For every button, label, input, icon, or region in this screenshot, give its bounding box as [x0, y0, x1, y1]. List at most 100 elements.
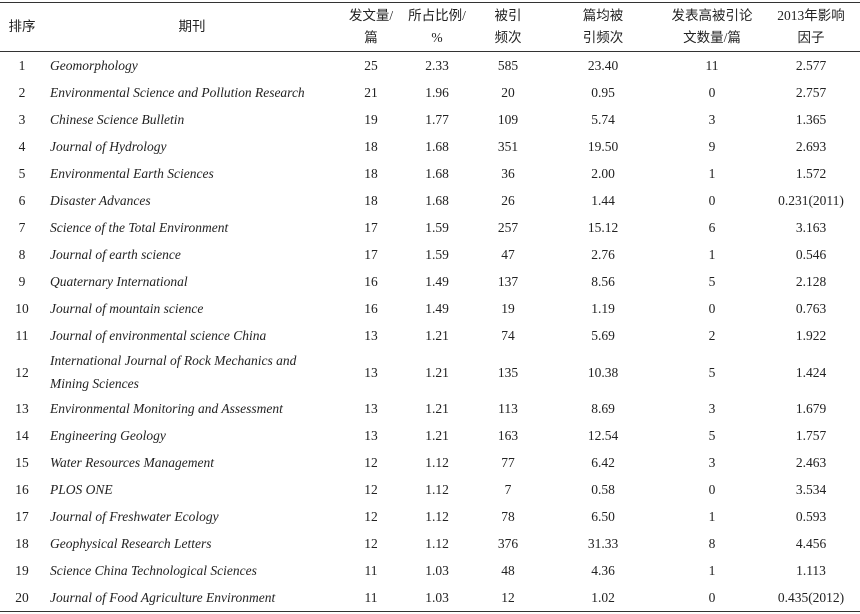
table-row: 6 Disaster Advances 18 1.68 26 1.44 0 0.231(201…: [0, 187, 860, 214]
table-cell: 25: [364, 58, 378, 73]
table-cell: 1.21: [425, 401, 449, 416]
table-cell: 135: [497, 364, 519, 380]
table-cell: 5.74: [591, 112, 615, 127]
header-text: 发文量/: [348, 8, 394, 23]
table-cell: 1.12: [425, 455, 449, 470]
table-cell: 10.38: [587, 364, 619, 380]
table-row: 7 Science of the Total Environment 17 1.59 2…: [0, 214, 860, 241]
table-cell: 0: [708, 301, 716, 316]
table-cell: 585: [497, 58, 519, 73]
table-cell: 11: [15, 328, 29, 343]
header-text: 2013年影响: [777, 8, 845, 23]
table-row: 14 Engineering Geology 13 1.21 163 12.54 5 1.75…: [0, 422, 860, 449]
table-cell: 2.577: [795, 58, 827, 73]
table-cell: 2: [18, 85, 26, 100]
header-row: 排序 期刊 发文量/篇所占比例/% 被引 频次 篇均被 引频次 发表高被引论 文数量/篇 2013…: [0, 2, 860, 52]
table-row: 20 Journal of Food Agriculture Environmen…: [0, 584, 860, 612]
table-cell: 12: [364, 509, 378, 524]
table-cell: 11: [364, 590, 378, 605]
table-row: 18 Geophysical Research Letters 12 1.12 376 3…: [0, 530, 860, 557]
table-cell: 1.19: [591, 301, 615, 316]
table-cell: 1.424: [795, 364, 827, 380]
table-cell: 4.36: [591, 563, 615, 578]
journal-cell: Science China Technological Sciences: [50, 563, 257, 578]
journal-cell: Environmental Monitoring and Assessment: [50, 401, 283, 416]
journal-cell: Water Resources Management: [50, 455, 214, 470]
table-row: 10 Journal of mountain science 16 1.49 19 1.1…: [0, 295, 860, 322]
table-cell: 36: [501, 166, 515, 181]
table-body: 1 Geomorphology 25 2.33 585 23.40 11 2.577 2 Envi…: [0, 52, 860, 612]
table-cell: 0.231(2011): [778, 193, 844, 208]
table-cell: 4: [18, 139, 26, 154]
journal-cell: Science of the Total Environment: [50, 220, 229, 235]
table-cell: 15.12: [587, 220, 619, 235]
header-text: 因子: [797, 30, 825, 45]
table-cell: 78: [501, 509, 515, 524]
journal-cell: Journal of Food Agriculture Environment: [50, 590, 276, 605]
table-cell: 3: [708, 455, 716, 470]
journal-cell: Journal of Hydrology: [50, 139, 167, 154]
table-cell: 9: [708, 139, 716, 154]
journal-cell: Environmental Science and Pollution Rese…: [50, 85, 305, 100]
table-row: 11 Journal of environmental science China…: [0, 322, 860, 349]
header-text: 所占比例/: [408, 8, 466, 23]
table-cell: 48: [501, 563, 515, 578]
table-cell: 20: [501, 85, 515, 100]
table-cell: 3.534: [795, 482, 827, 497]
table-cell: 12: [15, 364, 29, 380]
table-cell: 1.03: [425, 590, 449, 605]
table-cell: 1.679: [795, 401, 827, 416]
table-cell: 0.546: [795, 247, 827, 262]
table-row: 13 Environmental Monitoring and Assessmen…: [0, 395, 860, 422]
table-cell: 2: [708, 328, 716, 343]
journal-cell: Journal of mountain science: [50, 301, 204, 316]
table-cell: 1.21: [425, 364, 449, 380]
table-cell: 1.02: [591, 590, 615, 605]
header-text: 引频次: [582, 30, 624, 45]
table-cell: 1.03: [425, 563, 449, 578]
table-cell: 3: [18, 112, 26, 127]
table-cell: 1.68: [425, 193, 449, 208]
table-row: 4 Journal of Hydrology 18 1.68 351 19.50 9 2.69…: [0, 133, 860, 160]
header-cell: 2013年影响 因子: [762, 3, 860, 52]
header-text: 发表高被引论: [671, 8, 753, 23]
table-cell: 21: [364, 85, 378, 100]
table-row: 19 Science China Technological Sciences 11…: [0, 557, 860, 584]
table-cell: 5: [708, 428, 716, 443]
table-cell: 17: [364, 220, 378, 235]
table-cell: 1: [708, 166, 716, 181]
table-cell: 12: [364, 482, 378, 497]
table-cell: 2.693: [795, 139, 827, 154]
journal-cell: Engineering Geology: [50, 428, 166, 443]
table-row: 15 Water Resources Management 12 1.12 77 6.42…: [0, 449, 860, 476]
table-cell: 19: [15, 563, 29, 578]
table-cell: 11: [364, 563, 378, 578]
table-cell: 18: [364, 139, 378, 154]
table-cell: 1.572: [795, 166, 827, 181]
table-cell: 12: [501, 590, 515, 605]
journal-cell: Geomorphology: [50, 58, 138, 73]
table-cell: 2.757: [795, 85, 827, 100]
table-cell: 18: [15, 536, 29, 551]
table-cell: 1: [708, 563, 716, 578]
table-row: 5 Environmental Earth Sciences 18 1.68 36 2.0…: [0, 160, 860, 187]
table-cell: 257: [497, 220, 519, 235]
table-row: 17 Journal of Freshwater Ecology 12 1.12 78 6…: [0, 503, 860, 530]
table-cell: 137: [497, 274, 519, 289]
header-text: 篇均被: [582, 8, 624, 23]
table-cell: 1.68: [425, 166, 449, 181]
journal-cell: Quaternary International: [50, 274, 188, 289]
table-cell: 163: [497, 428, 519, 443]
header-cell: 期刊: [44, 3, 340, 52]
table-cell: 12: [364, 455, 378, 470]
table-cell: 0: [708, 193, 716, 208]
header-cell: 发文量/篇: [340, 3, 402, 52]
table-cell: 3: [708, 112, 716, 127]
table-cell: 12.54: [587, 428, 619, 443]
table-cell: 1.113: [796, 563, 826, 578]
table-cell: 1.21: [425, 428, 449, 443]
table-cell: 0.95: [591, 85, 615, 100]
header-text: 期刊: [178, 19, 206, 34]
